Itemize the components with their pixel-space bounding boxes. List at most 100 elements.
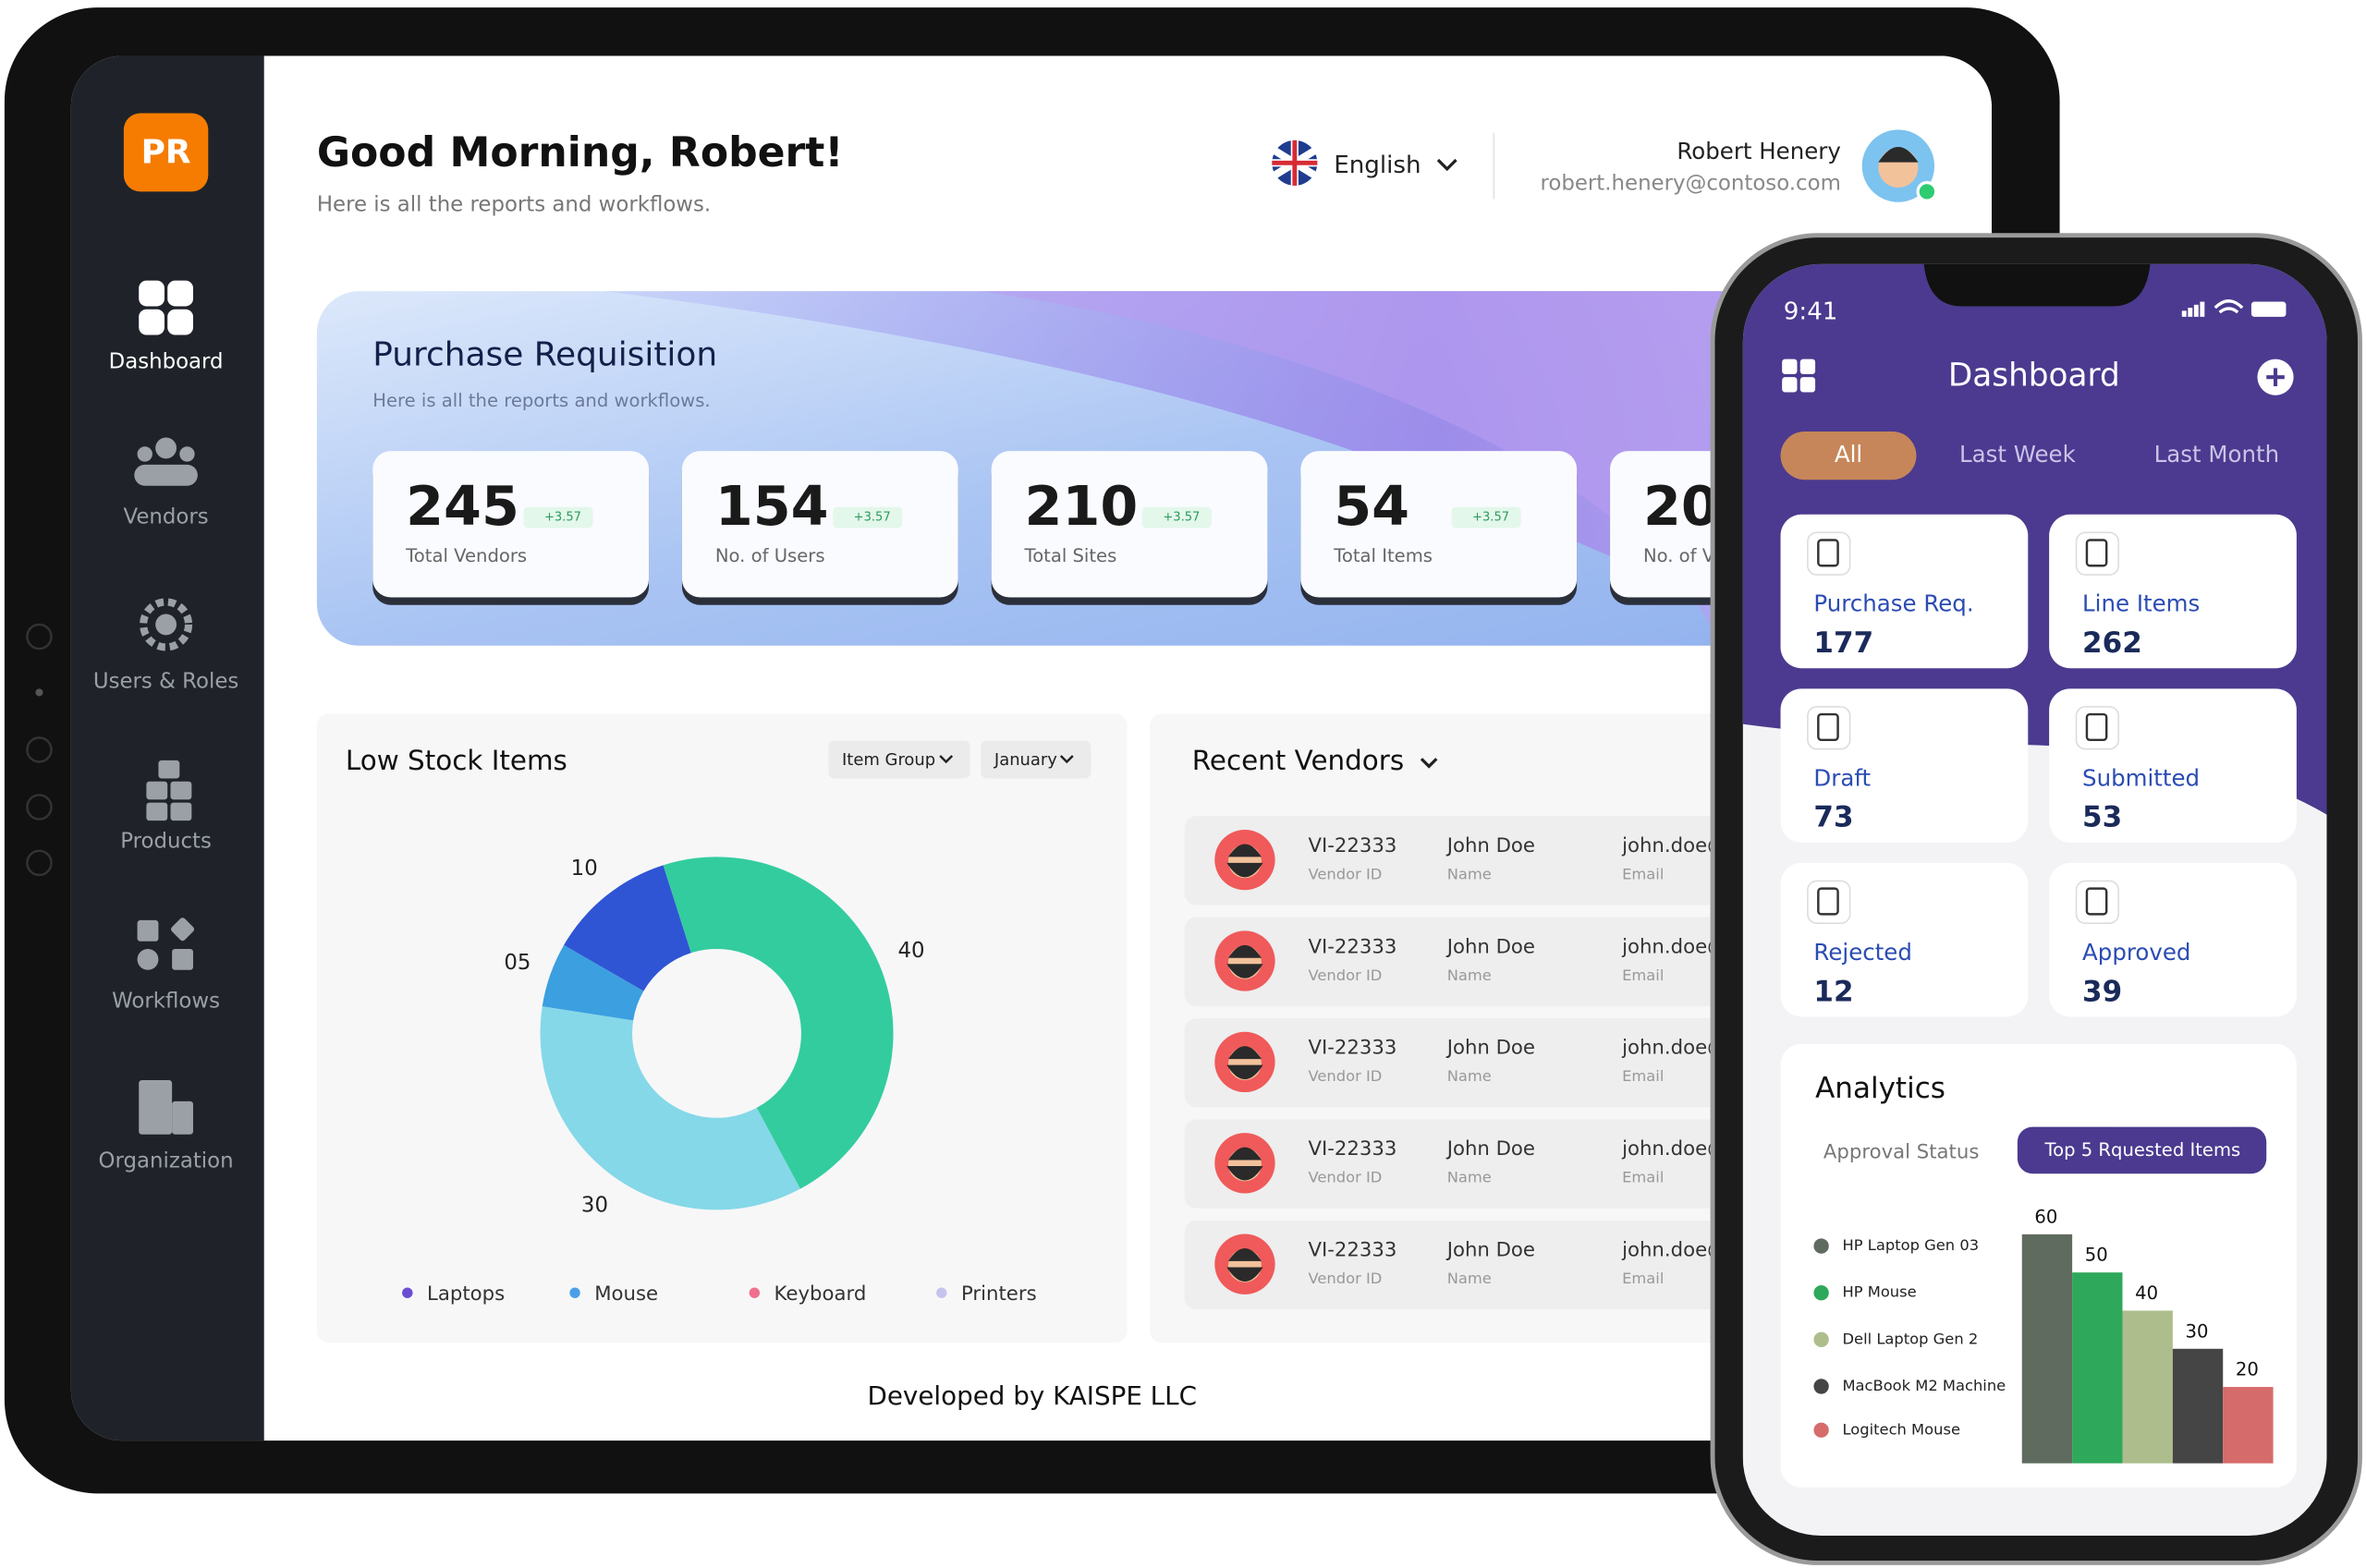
- analytics-tab[interactable]: Top 5 Rquested Items: [2043, 1139, 2240, 1161]
- icon-part: [170, 802, 192, 821]
- icon-part: [139, 280, 165, 307]
- legend-label: Printers: [961, 1282, 1037, 1306]
- card-icon: [1807, 706, 1851, 750]
- stat-label: No. of V: [1643, 545, 1715, 566]
- card-value: 262: [2082, 626, 2142, 660]
- card-value: 53: [2082, 801, 2122, 834]
- donut-segment: [542, 944, 644, 1021]
- card-value: 177: [1813, 626, 1873, 660]
- vendor-name: John Doe: [1445, 935, 1535, 958]
- icon-part: [158, 760, 180, 779]
- bar: [2122, 1310, 2173, 1464]
- phone-tab[interactable]: Last Week: [1959, 441, 2077, 468]
- stat-value: 210: [1025, 474, 1139, 538]
- nav-icon: [139, 280, 193, 335]
- phone-header-bg: [1742, 263, 2327, 815]
- vendor-email: john.doe@: [1621, 1037, 1726, 1060]
- nav-label: Products: [120, 830, 212, 854]
- logo-bg: [123, 113, 209, 192]
- donut-segment: [540, 1006, 800, 1210]
- signal-bar: [2181, 310, 2187, 317]
- panel-title: Recent Vendors: [1192, 745, 1404, 776]
- side-button: [26, 849, 53, 877]
- greeting-sub: Here is all the reports and workflows.: [317, 193, 711, 217]
- phone-title: Dashboard: [1948, 358, 2120, 395]
- donut-label: 30: [581, 1193, 608, 1217]
- stat-value: 54: [1334, 474, 1409, 538]
- card-label: Rejected: [1813, 939, 1911, 966]
- icon-part: [179, 446, 195, 462]
- stat-change: +3.57: [1163, 511, 1200, 525]
- change-badge: [833, 506, 903, 529]
- card-value: 73: [1813, 801, 1853, 834]
- bar: [2172, 1348, 2224, 1464]
- icon-part: [137, 919, 159, 942]
- vendor-col-label: Name: [1447, 865, 1492, 882]
- card-icon-glyph: [1817, 887, 1839, 916]
- nav-icon: [140, 598, 193, 651]
- nav-label: Organization: [99, 1149, 234, 1173]
- nav-label: Dashboard: [109, 349, 224, 373]
- icon-part: [167, 309, 193, 335]
- stat-card: [991, 451, 1268, 598]
- wifi: [2214, 299, 2244, 314]
- vendor-id: VI-22333: [1309, 1137, 1397, 1161]
- stat-change: +3.57: [854, 511, 891, 525]
- signal-bar: [2188, 308, 2193, 317]
- card-value: 39: [2082, 975, 2122, 1008]
- vendor-email: john.doe@: [1621, 1238, 1726, 1261]
- vendor-name: John Doe: [1445, 1137, 1535, 1161]
- side-button: [26, 736, 53, 763]
- user-email: robert.henery@contoso.com: [1541, 172, 1841, 196]
- card-icon-glyph: [2085, 539, 2108, 567]
- banner-title: Purchase Requisition: [372, 335, 717, 373]
- legend-dot: [1813, 1238, 1829, 1254]
- icon-part: [170, 781, 192, 800]
- analytics-tab[interactable]: Approval Status: [1823, 1140, 1980, 1163]
- filter[interactable]: [981, 740, 1092, 779]
- chevron: [939, 755, 954, 764]
- bar: [2223, 1387, 2274, 1464]
- vendor-col-label: Name: [1447, 1169, 1492, 1186]
- analytics-tab-active[interactable]: [2017, 1126, 2267, 1174]
- menu-icon: [1782, 377, 1798, 393]
- stat-card: [1300, 451, 1578, 598]
- side-button: [26, 794, 53, 820]
- bar-value-label: 50: [2085, 1245, 2108, 1266]
- avatar-hair: [1878, 147, 1919, 163]
- legend-label: Laptops: [427, 1282, 505, 1306]
- vendor-id: VI-22333: [1309, 1238, 1397, 1261]
- card-icon-glyph: [2085, 887, 2108, 916]
- card-label: Line Items: [2082, 590, 2200, 617]
- donut-label: 10: [571, 857, 598, 881]
- user-name: Robert Henery: [1677, 138, 1840, 164]
- vendor-col-label: Name: [1447, 966, 1492, 984]
- card-icon-glyph: [1817, 712, 1839, 742]
- avatar-beard: [1226, 1064, 1263, 1080]
- avatar-hair: [1227, 1147, 1262, 1161]
- vendor-email: john.doe@: [1621, 834, 1726, 857]
- avatar-beard: [1226, 862, 1263, 878]
- stat-card: [681, 451, 958, 598]
- tab-active[interactable]: [1780, 431, 1917, 480]
- vendor-email: john.doe@: [1621, 935, 1726, 958]
- plus: [2266, 368, 2285, 386]
- legend-dot: [749, 1287, 761, 1298]
- status-time: 9:41: [1784, 298, 1838, 325]
- phone-tab[interactable]: All: [1835, 441, 1862, 468]
- card-icon: [1807, 531, 1851, 576]
- stat-card: [372, 451, 650, 598]
- phone-tab[interactable]: Last Month: [2154, 441, 2279, 468]
- avatar-beard: [1226, 964, 1263, 978]
- donut-segment: [564, 865, 691, 991]
- bar: [2072, 1272, 2123, 1464]
- signal-bar: [2193, 304, 2199, 317]
- avatar-hair: [1227, 1046, 1262, 1060]
- stat-change: +3.57: [1472, 511, 1509, 525]
- vendor-col-label: Email: [1622, 1169, 1664, 1186]
- bar-value-label: 60: [2034, 1206, 2057, 1227]
- stat-change: +3.57: [544, 511, 581, 525]
- avatar-beard: [1226, 1267, 1263, 1282]
- filter[interactable]: [828, 740, 970, 779]
